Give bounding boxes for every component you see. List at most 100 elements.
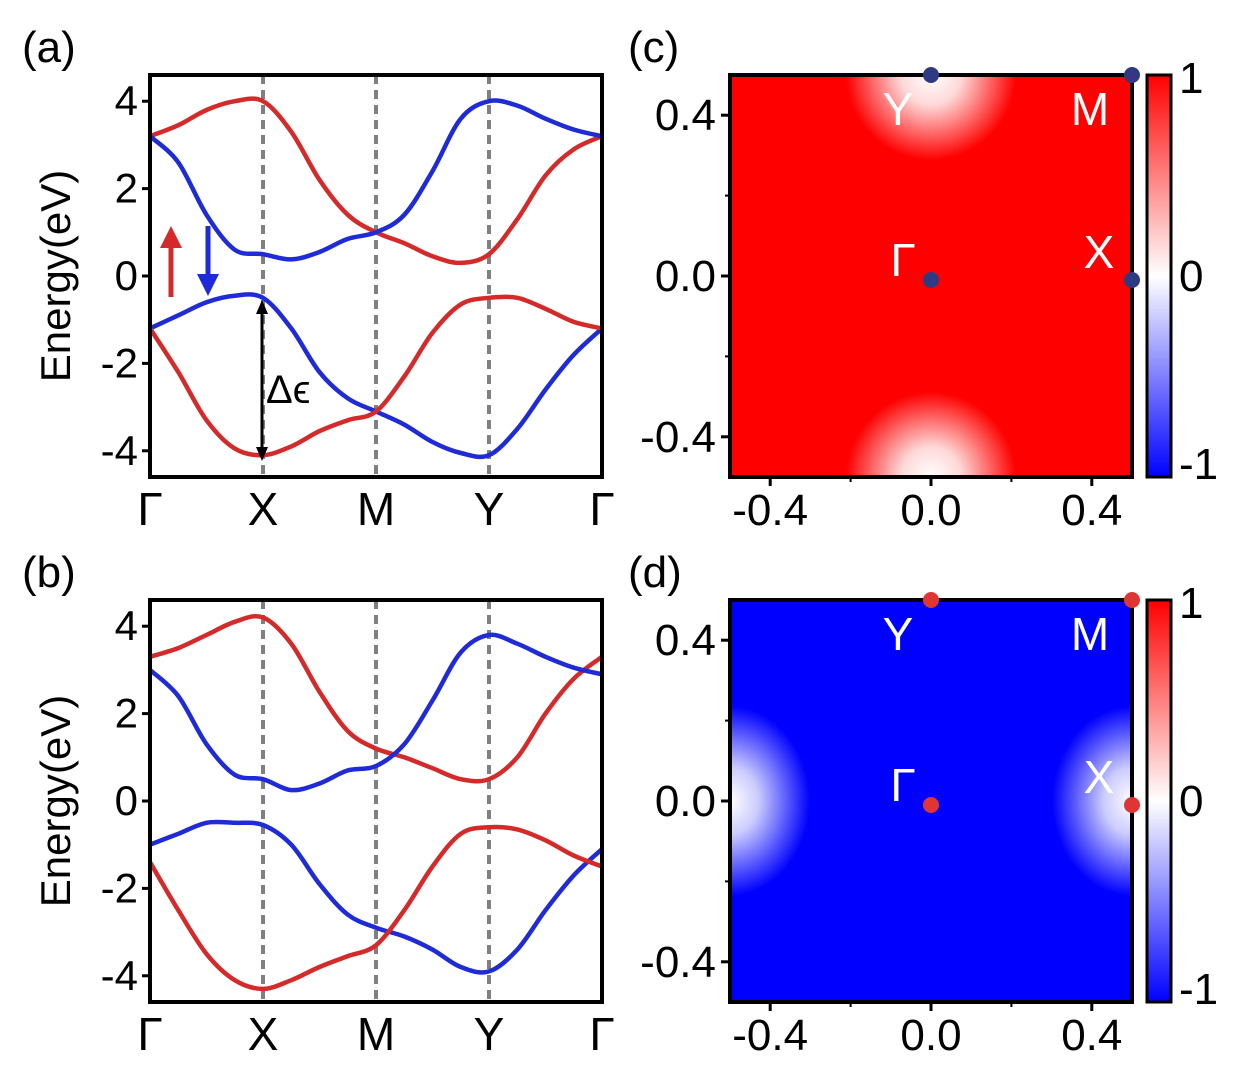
- colorbar-ticks-d: 1 0 -1: [1179, 579, 1218, 1014]
- gap-arrow: [256, 300, 268, 461]
- k-point-label-a-2: M: [357, 483, 395, 535]
- hs-label-c-0: Y: [883, 83, 914, 135]
- y-tick-label-b-0: 4: [115, 602, 138, 649]
- colorbar-c: [1145, 73, 1173, 479]
- k-point-label-a-1: X: [248, 483, 279, 535]
- band-line-a-3: [150, 294, 602, 458]
- k-point-label-b-0: Γ: [137, 1008, 162, 1060]
- hs-point-d-2: [923, 797, 939, 813]
- spin-map-panel-c: (c) Y M Γ X -0.4 0.0 0.4 0.4 0.0 -0.4 1 0 -1: [628, 23, 1218, 535]
- y-tick-label-a-0: 4: [115, 77, 138, 124]
- vlines-b: [261, 600, 491, 1002]
- hs-label-d-0: Y: [883, 608, 914, 660]
- spin-up-arrow-icon: [160, 226, 182, 297]
- heatmap-features-c: [846, 75, 1016, 477]
- bands-b: [150, 613, 602, 992]
- y-tick-label-c-2: -0.4: [640, 413, 716, 462]
- y-ticks-c: 0.4 0.0 -0.4: [640, 91, 730, 462]
- spin-feature-d-0: [730, 706, 810, 896]
- hs-label-c-1: M: [1071, 83, 1109, 135]
- k-point-label-b-3: Y: [474, 1008, 505, 1060]
- colorbar-d: [1145, 598, 1173, 1004]
- x-ticks-c: -0.4 0.0 0.4: [732, 477, 1122, 535]
- spin-map-panel-d: (d) Y M Γ X -0.4 0.0 0.4 0.4 0.0 -0.4 1 0 -1: [628, 548, 1218, 1060]
- y-tick-label-a-2: 0: [115, 252, 138, 299]
- hs-point-c-2: [923, 272, 939, 288]
- colorbar-tick-label-c-0: 1: [1179, 54, 1203, 103]
- high-symmetry-labels-c: Y M Γ X: [883, 83, 1115, 286]
- y-tick-label-b-4: -4: [101, 952, 138, 999]
- k-point-label-a-4: Γ: [589, 483, 614, 535]
- y-tick-label-b-2: 0: [115, 777, 138, 824]
- colorbar-ticks-c: 1 0 -1: [1179, 54, 1218, 489]
- panel-label-d: (d): [628, 548, 682, 597]
- hs-label-c-3: X: [1084, 226, 1115, 278]
- y-tick-label-d-0: 0.4: [655, 616, 716, 665]
- y-tick-label-b-1: 2: [115, 690, 138, 737]
- hs-label-c-2: Γ: [890, 234, 915, 286]
- y-axis-label-b: Energy(eV): [32, 695, 79, 907]
- heatmap-features-d: [730, 706, 1132, 896]
- hs-point-d-1: [1124, 592, 1140, 608]
- spin-down-arrow-icon: [197, 226, 219, 296]
- y-tick-label-d-1: 0.0: [655, 777, 716, 826]
- colorbar-tick-label-c-1: 0: [1179, 252, 1203, 301]
- y-tick-label-c-0: 0.4: [655, 91, 716, 140]
- spin-feature-c-1: [846, 392, 1016, 477]
- high-symmetry-labels-d: Y M Γ X: [883, 608, 1115, 811]
- colorbar-tick-label-d-1: 0: [1179, 777, 1203, 826]
- hs-label-d-1: M: [1071, 608, 1109, 660]
- colorbar-tick-label-d-0: 1: [1179, 579, 1203, 628]
- y-tick-label-b-3: -2: [101, 864, 138, 911]
- hs-label-d-2: Γ: [890, 759, 915, 811]
- hs-point-d-0: [923, 592, 939, 608]
- k-point-label-b-2: M: [357, 1008, 395, 1060]
- x-tick-label-c-2: 0.4: [1061, 486, 1122, 535]
- high-symmetry-points-d: [923, 592, 1140, 813]
- k-point-label-b-1: X: [248, 1008, 279, 1060]
- band-line-b-3: [150, 824, 602, 992]
- k-point-label-a-0: Γ: [137, 483, 162, 535]
- panel-label-a: (a): [22, 23, 76, 72]
- x-ticks-d: -0.4 0.0 0.4: [732, 1002, 1122, 1060]
- y-ticks-b: 4 2 0 -2 -4: [101, 602, 150, 999]
- y-ticks-d: 0.4 0.0 -0.4: [640, 616, 730, 987]
- plot-frame-b: [148, 598, 604, 1004]
- band-line-b-2: [150, 819, 602, 975]
- hs-point-d-3: [1124, 797, 1140, 813]
- bands-a: [150, 96, 602, 460]
- band-structure-panel-a: (a) Energy(eV) 4 2 0 -2 -4 Γ X M Y Γ Δϵ: [22, 23, 615, 535]
- hs-point-c-0: [923, 67, 939, 83]
- spin-feature-d-1: [1052, 706, 1132, 896]
- spin-feature-c-0: [846, 75, 1016, 160]
- band-line-a-1: [150, 98, 602, 262]
- band-line-b-1: [150, 632, 602, 793]
- hs-label-d-3: X: [1084, 751, 1115, 803]
- panel-label-b: (b): [22, 548, 76, 597]
- high-symmetry-points-c: [923, 67, 1140, 288]
- x-tick-label-d-0: -0.4: [732, 1011, 808, 1060]
- gap-annotation: Δϵ: [266, 368, 310, 412]
- k-point-label-b-4: Γ: [589, 1008, 614, 1060]
- k-point-label-a-3: Y: [474, 483, 505, 535]
- y-ticks-a: 4 2 0 -2 -4: [101, 77, 150, 474]
- colorbar-tick-label-c-2: -1: [1179, 440, 1218, 489]
- x-tick-label-d-2: 0.4: [1061, 1011, 1122, 1060]
- band-structure-panel-b: (b) Energy(eV) 4 2 0 -2 -4 Γ X M Y Γ: [22, 548, 615, 1060]
- x-tick-label-c-0: -0.4: [732, 486, 808, 535]
- y-axis-label-a: Energy(eV): [32, 170, 79, 382]
- y-tick-label-a-1: 2: [115, 165, 138, 212]
- band-line-b-0: [150, 613, 602, 784]
- x-tick-label-d-1: 0.0: [900, 1011, 961, 1060]
- y-tick-label-a-4: -4: [101, 427, 138, 474]
- vlines-a: [261, 75, 491, 477]
- colorbar-tick-label-d-2: -1: [1179, 965, 1218, 1014]
- plot-frame-a: [148, 73, 604, 479]
- hs-point-c-3: [1124, 272, 1140, 288]
- hs-point-c-1: [1124, 67, 1140, 83]
- y-tick-label-c-1: 0.0: [655, 252, 716, 301]
- y-tick-label-d-2: -0.4: [640, 938, 716, 987]
